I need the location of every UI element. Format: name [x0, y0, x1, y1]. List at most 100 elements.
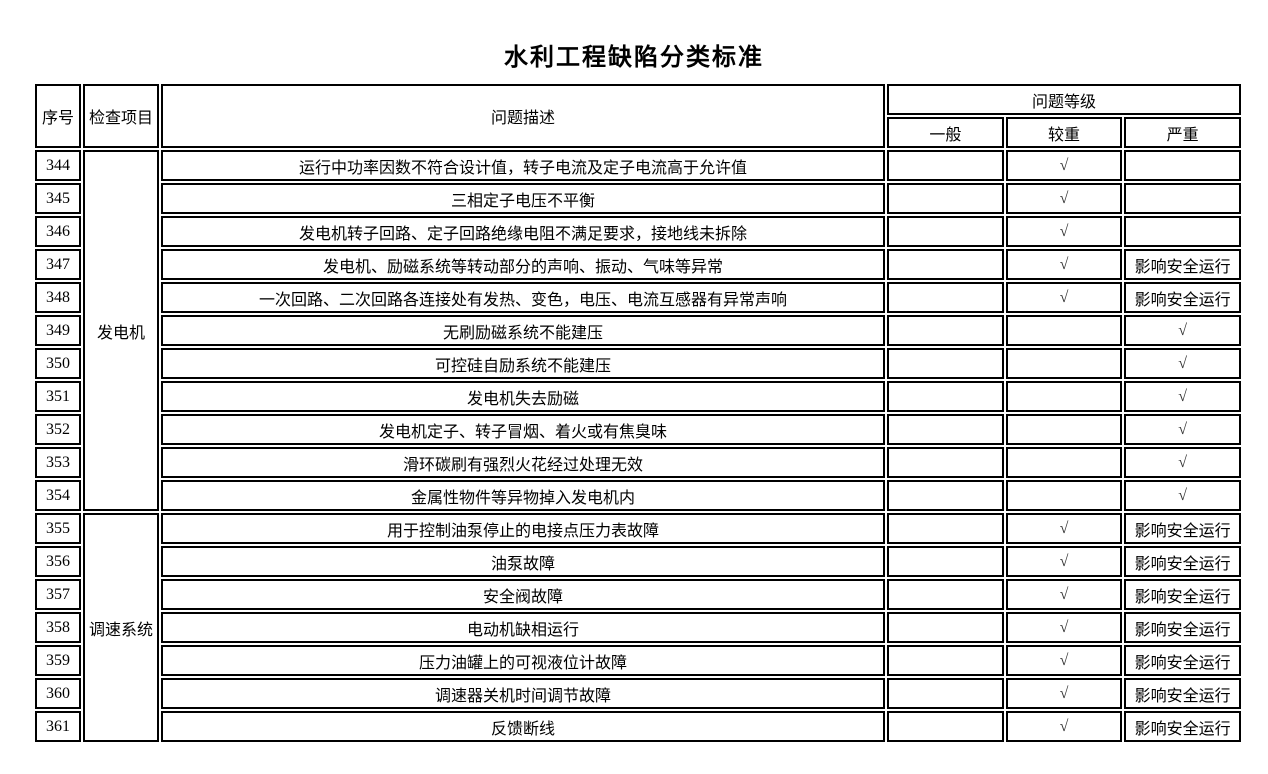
- description-cell: 一次回路、二次回路各连接处有发热、变色，电压、电流互感器有异常声响: [161, 282, 885, 313]
- description-cell: 电动机缺相运行: [161, 612, 885, 643]
- level-severe-cell: 影响安全运行: [1124, 645, 1241, 676]
- level-severe-cell: [1124, 150, 1241, 181]
- row-number-cell: 351: [35, 381, 81, 412]
- table-row: 354 金属性物件等异物掉入发电机内 √: [35, 480, 1241, 511]
- table-row: 351 发电机失去励磁 √: [35, 381, 1241, 412]
- level-moderate-cell: √: [1005, 579, 1123, 610]
- level-general-cell: [887, 645, 1004, 676]
- header-level-group: 问题等级: [887, 84, 1241, 115]
- header-description: 问题描述: [161, 84, 885, 148]
- level-general-cell: [887, 249, 1004, 280]
- level-severe-cell: √: [1124, 414, 1241, 445]
- row-number-cell: 347: [35, 249, 81, 280]
- level-severe-cell: 影响安全运行: [1124, 711, 1241, 742]
- header-category: 检查项目: [83, 84, 159, 148]
- level-general-cell: [887, 414, 1004, 445]
- level-moderate-cell: √: [1005, 645, 1123, 676]
- level-moderate-cell: [1005, 480, 1123, 511]
- row-number-cell: 353: [35, 447, 81, 478]
- level-severe-cell: √: [1124, 480, 1241, 511]
- level-moderate-cell: √: [1005, 513, 1123, 544]
- level-moderate-cell: √: [1005, 711, 1123, 742]
- row-number-cell: 349: [35, 315, 81, 346]
- level-general-cell: [887, 447, 1004, 478]
- level-severe-cell: √: [1124, 348, 1241, 379]
- description-cell: 发电机转子回路、定子回路绝缘电阻不满足要求，接地线未拆除: [161, 216, 885, 247]
- level-moderate-cell: √: [1005, 282, 1123, 313]
- table-row: 346 发电机转子回路、定子回路绝缘电阻不满足要求，接地线未拆除 √: [35, 216, 1241, 247]
- level-moderate-cell: [1005, 447, 1123, 478]
- level-moderate-cell: √: [1005, 183, 1123, 214]
- level-severe-cell: 影响安全运行: [1124, 249, 1241, 280]
- table-row: 353 滑环碳刷有强烈火花经过处理无效 √: [35, 447, 1241, 478]
- page-title: 水利工程缺陷分类标准: [504, 44, 764, 71]
- row-number-cell: 344: [35, 150, 81, 181]
- table-row: 355 调速系统 用于控制油泵停止的电接点压力表故障 √ 影响安全运行: [35, 513, 1241, 742]
- level-moderate-cell: [1005, 348, 1123, 379]
- table-row: 356 油泵故障 √ 影响安全运行: [35, 546, 1241, 577]
- row-number-cell: 346: [35, 216, 81, 247]
- row-number-cell: 361: [35, 711, 81, 742]
- table-row: 349 无刷励磁系统不能建压 √: [35, 315, 1241, 346]
- level-severe-cell: [1124, 183, 1241, 214]
- table-header: 序号 检查项目 问题描述 问题等级 一般 较重 严重: [35, 84, 1241, 148]
- level-moderate-cell: [1005, 315, 1123, 346]
- row-number-cell: 355: [35, 513, 81, 544]
- level-moderate-cell: [1005, 381, 1123, 412]
- level-moderate-cell: √: [1005, 612, 1123, 643]
- row-number-cell: 345: [35, 183, 81, 214]
- description-cell: 三相定子电压不平衡: [161, 183, 885, 214]
- description-cell: 无刷励磁系统不能建压: [161, 315, 885, 346]
- level-general-cell: [887, 183, 1004, 214]
- table-row: 357 安全阀故障 √ 影响安全运行: [35, 579, 1241, 610]
- table-row: 345 三相定子电压不平衡 √: [35, 183, 1241, 214]
- description-cell: 调速器关机时间调节故障: [161, 678, 885, 709]
- defect-classification-table: 序号 检查项目 问题描述 问题等级 一般 较重 严重 344 发电机 运行中功率因数…: [33, 82, 1243, 744]
- level-severe-cell: √: [1124, 447, 1241, 478]
- level-moderate-cell: √: [1005, 546, 1123, 577]
- level-general-cell: [887, 513, 1004, 544]
- description-cell: 油泵故障: [161, 546, 885, 577]
- level-severe-cell: 影响安全运行: [1124, 612, 1241, 643]
- level-moderate-cell: [1005, 414, 1123, 445]
- table-row: 359 压力油罐上的可视液位计故障 √ 影响安全运行: [35, 645, 1241, 676]
- description-cell: 发电机定子、转子冒烟、着火或有焦臭味: [161, 414, 885, 445]
- level-general-cell: [887, 711, 1004, 742]
- level-general-cell: [887, 216, 1004, 247]
- row-number-cell: 360: [35, 678, 81, 709]
- description-cell: 安全阀故障: [161, 579, 885, 610]
- row-number-cell: 354: [35, 480, 81, 511]
- table-row: 360 调速器关机时间调节故障 √ 影响安全运行: [35, 678, 1241, 709]
- table-row: 348 一次回路、二次回路各连接处有发热、变色，电压、电流互感器有异常声响 √ 影响安…: [35, 282, 1241, 313]
- table-body: 344 发电机 运行中功率因数不符合设计值，转子电流及定子电流高于允许值 √ 345 三相…: [35, 150, 1241, 742]
- table-row: 361 反馈断线 √ 影响安全运行: [35, 711, 1241, 742]
- row-number-cell: 358: [35, 612, 81, 643]
- category-cell: 发电机: [83, 150, 159, 511]
- header-level-moderate: 较重: [1005, 117, 1123, 148]
- level-severe-cell: √: [1124, 381, 1241, 412]
- category-cell: 调速系统: [83, 513, 159, 742]
- row-number-cell: 348: [35, 282, 81, 313]
- description-cell: 金属性物件等异物掉入发电机内: [161, 480, 885, 511]
- description-cell: 反馈断线: [161, 711, 885, 742]
- table-row: 347 发电机、励磁系统等转动部分的声响、振动、气味等异常 √ 影响安全运行: [35, 249, 1241, 280]
- level-moderate-cell: √: [1005, 150, 1123, 181]
- level-moderate-cell: √: [1005, 249, 1123, 280]
- description-cell: 运行中功率因数不符合设计值，转子电流及定子电流高于允许值: [161, 150, 885, 181]
- header-row-sub: 一般 较重 严重: [35, 117, 1241, 148]
- level-general-cell: [887, 315, 1004, 346]
- header-row-top: 序号 检查项目 问题描述 问题等级: [35, 84, 1241, 148]
- level-severe-cell: 影响安全运行: [1124, 546, 1241, 577]
- row-number-cell: 350: [35, 348, 81, 379]
- level-general-cell: [887, 381, 1004, 412]
- row-number-cell: 352: [35, 414, 81, 445]
- table-row: 350 可控硅自励系统不能建压 √: [35, 348, 1241, 379]
- level-moderate-cell: √: [1005, 216, 1123, 247]
- level-severe-cell: 影响安全运行: [1124, 282, 1241, 313]
- level-general-cell: [887, 150, 1004, 181]
- level-general-cell: [887, 282, 1004, 313]
- level-severe-cell: 影响安全运行: [1124, 513, 1241, 544]
- row-number-cell: 356: [35, 546, 81, 577]
- description-cell: 可控硅自励系统不能建压: [161, 348, 885, 379]
- header-level-general: 一般: [887, 117, 1004, 148]
